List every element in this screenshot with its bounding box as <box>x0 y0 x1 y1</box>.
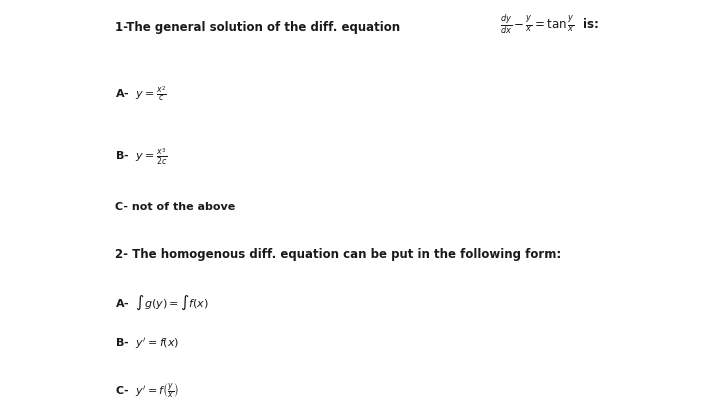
Text: A-  $\int g(y) = \int f(x)$: A- $\int g(y) = \int f(x)$ <box>115 294 209 312</box>
Text: 2- The homogenous diff. equation can be put in the following form:: 2- The homogenous diff. equation can be … <box>115 248 562 261</box>
Text: A-  $y = \frac{x^2}{c}$: A- $y = \frac{x^2}{c}$ <box>115 84 167 103</box>
Text: C-  $y^{\prime} = f\left(\frac{y}{x}\right)$: C- $y^{\prime} = f\left(\frac{y}{x}\righ… <box>115 382 179 400</box>
Text: B-  $y^{\prime} = f(x)$: B- $y^{\prime} = f(x)$ <box>115 336 179 351</box>
Text: 1-The general solution of the diff. equation: 1-The general solution of the diff. equa… <box>115 21 400 34</box>
Text: C- not of the above: C- not of the above <box>115 202 235 212</box>
Text: B-  $y = \frac{x^3}{2c}$: B- $y = \frac{x^3}{2c}$ <box>115 147 168 167</box>
Text: $\frac{dy}{dx} - \frac{y}{x} = \tan\frac{y}{x}$  is:: $\frac{dy}{dx} - \frac{y}{x} = \tan\frac… <box>500 13 599 37</box>
